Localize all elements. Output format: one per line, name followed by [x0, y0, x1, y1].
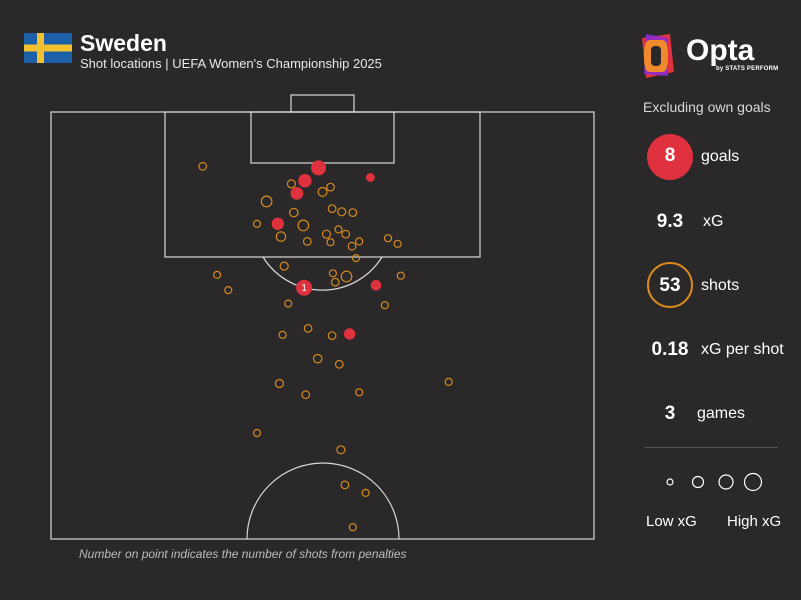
shot-marker [213, 270, 222, 279]
shot-marker [278, 330, 287, 339]
shot-marker [348, 523, 357, 532]
shot-marker [444, 377, 453, 386]
shot-marker [279, 261, 289, 271]
shot-marker [328, 269, 337, 278]
shot-marker [340, 270, 353, 283]
xg-size-legend [666, 472, 763, 492]
xg-label: xG [703, 213, 724, 230]
goal-marker [271, 217, 284, 230]
legend-high-label: High xG [727, 513, 782, 530]
brand-sub: by STATS PERFORM [716, 66, 779, 72]
shots-label: shots [701, 277, 740, 294]
legend-low-label: Low xG [646, 513, 697, 530]
shot-marker [341, 229, 351, 239]
goals-value: 8 [664, 145, 676, 166]
shot-marker [288, 207, 299, 218]
shot-marker [340, 480, 350, 490]
shot-marker [361, 488, 370, 497]
legend-size-1 [666, 478, 674, 486]
panel-divider [645, 447, 778, 448]
shot-marker [317, 186, 328, 197]
shot-marker [302, 236, 312, 246]
shot-marker [327, 204, 337, 214]
shot-marker [260, 195, 273, 208]
shot-marker [355, 237, 364, 246]
shot-marker [334, 359, 344, 369]
shot-marker [252, 428, 262, 438]
goal-marker [290, 187, 304, 200]
panel-note: Excluding own goals [643, 99, 771, 115]
xg-per-shot-label: xG per shot [701, 341, 784, 358]
shots-circle [647, 262, 693, 308]
shot-marker [284, 299, 293, 308]
shots-layer: 1 [198, 160, 453, 532]
shot-marker [303, 324, 313, 333]
xg-value: 9.3 [656, 211, 684, 232]
penalty-arc [262, 256, 383, 291]
shot-marker [337, 207, 347, 217]
centre-circle [246, 462, 400, 540]
shot-marker [297, 219, 310, 232]
shot-marker [312, 353, 323, 364]
shot-marker [326, 238, 335, 247]
shot-marker [334, 225, 343, 234]
shot-marker [224, 286, 233, 295]
shot-marker [274, 378, 284, 389]
opta-logo-icon [642, 34, 674, 78]
games-value: 3 [664, 403, 676, 424]
goal-marker [311, 160, 326, 176]
penalty-count-label: 1 [301, 283, 307, 294]
goal-marker [296, 279, 313, 296]
shot-marker [301, 390, 311, 400]
shot-marker [330, 277, 340, 287]
shot-marker [393, 239, 402, 248]
shot-marker [396, 271, 405, 280]
legend-size-4 [743, 472, 763, 492]
shots-value: 53 [659, 275, 681, 296]
shot-marker [198, 161, 208, 171]
goal-marker [366, 173, 375, 182]
games-label: games [697, 405, 746, 422]
shot-marker [252, 219, 262, 228]
legend-size-2 [691, 475, 705, 489]
goals-circle [647, 134, 693, 180]
legend-size-3 [718, 474, 734, 490]
shot-marker [326, 182, 335, 192]
goal-marker [343, 328, 356, 340]
shot-marker [347, 241, 357, 251]
goal [290, 94, 355, 113]
chart-title: Sweden [80, 30, 167, 56]
shot-marker [351, 254, 361, 263]
chart-subtitle: Shot locations | UEFA Women's Championsh… [80, 56, 382, 71]
shot-marker [355, 388, 364, 397]
shot-marker [336, 445, 346, 455]
pitch-outline [50, 111, 595, 540]
xg-per-shot-value: 0.18 [651, 339, 689, 360]
footnote: Number on point indicates the number of … [79, 547, 407, 561]
goals-label: goals [701, 148, 740, 165]
sweden-flag-icon [24, 33, 72, 63]
goal-marker [298, 174, 312, 188]
shot-marker [380, 301, 389, 310]
shot-marker [348, 208, 358, 218]
shot-marker [327, 331, 337, 341]
shot-marker [383, 234, 393, 243]
six-yard-box [250, 111, 395, 164]
shot-marker [275, 231, 287, 242]
shot-marker [321, 229, 332, 239]
brand-name: Opta [686, 34, 755, 67]
goal-marker [370, 280, 382, 291]
shot-marker [286, 179, 296, 189]
